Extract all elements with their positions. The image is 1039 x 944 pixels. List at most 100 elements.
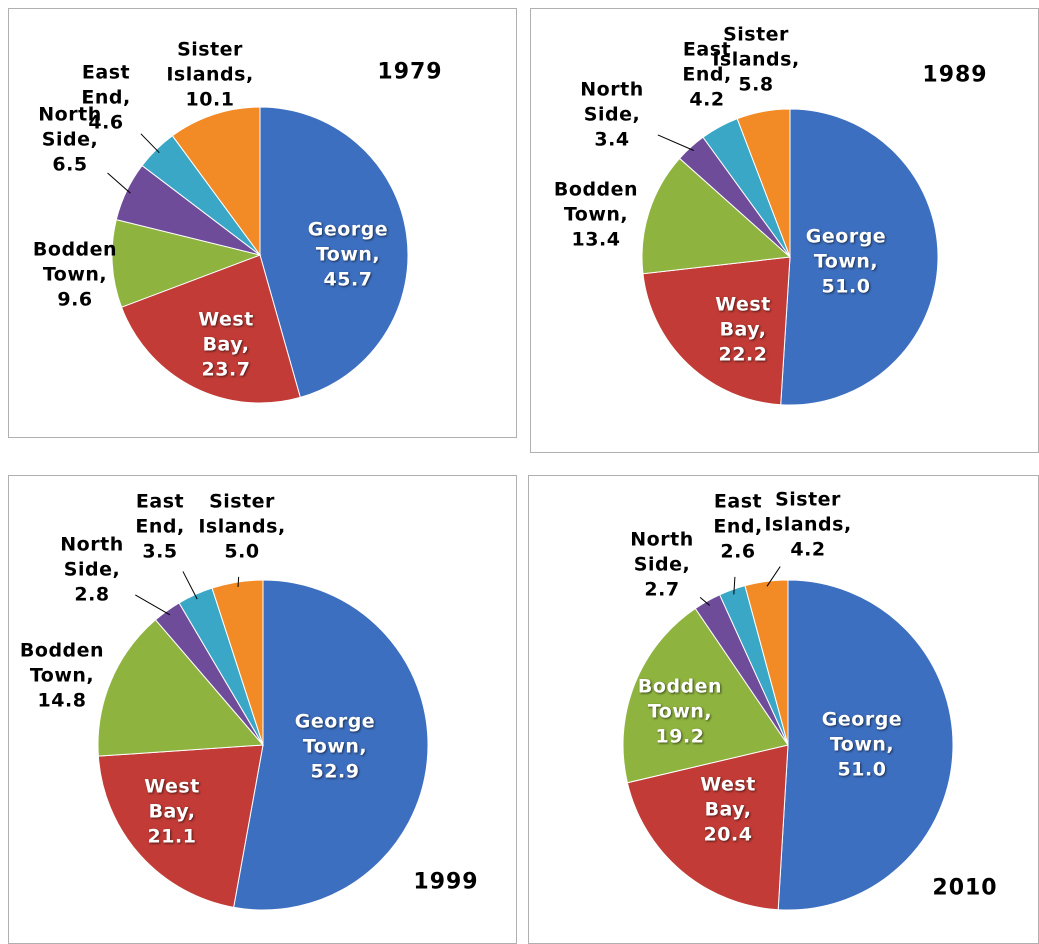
value-label: 4.2: [689, 88, 725, 111]
slice-label: Sister Islands, 4.2: [764, 488, 851, 563]
category-label: West Bay,: [700, 773, 756, 821]
slice-label: East End, 3.5: [135, 490, 184, 565]
category-label: George Town,: [805, 225, 887, 273]
slice-label: West Bay, 21.1: [144, 775, 200, 850]
slice-label: East End, 4.2: [682, 38, 731, 113]
chart-title: 1999: [413, 869, 479, 895]
category-label: North Side,: [60, 533, 124, 581]
pie-slice: [97, 619, 265, 757]
leader-line: [733, 576, 736, 595]
slice-label: North Side, 2.7: [630, 528, 693, 603]
slice-label: Sister Islands, 10.1: [166, 38, 253, 113]
value-label: 5.0: [224, 540, 260, 563]
pie-slice: [736, 108, 791, 258]
category-label: Sister Islands,: [764, 488, 852, 536]
value-label: 3.5: [142, 540, 178, 563]
category-label: Bodden Town,: [19, 639, 105, 687]
pie-slice: [641, 157, 792, 275]
value-label: 2.6: [720, 540, 756, 563]
pie-slice: [642, 256, 791, 406]
category-label: North Side,: [580, 78, 644, 126]
slice-label: West Bay, 22.2: [715, 293, 771, 368]
pie-slice: [111, 219, 262, 308]
slice-label: George Town, 45.7: [308, 218, 388, 293]
leader-line: [135, 594, 171, 616]
pie-slice: [780, 108, 939, 406]
slice-label: George Town, 52.9: [295, 710, 375, 785]
category-label: West Bay,: [715, 293, 771, 341]
value-label: 51.0: [821, 275, 871, 298]
value-label: 51.0: [837, 758, 887, 781]
category-label: George Town,: [294, 710, 376, 758]
leader-line: [107, 172, 131, 194]
leader-line: [237, 576, 240, 587]
slice-label: East End, 2.6: [713, 490, 762, 565]
pie-slice: [744, 579, 789, 746]
value-label: 23.7: [201, 358, 251, 381]
value-label: 19.2: [655, 725, 705, 748]
pie-slice: [777, 579, 954, 911]
value-label: 5.8: [738, 73, 774, 96]
slice-label: George Town, 51.0: [822, 708, 902, 783]
category-label: East End,: [713, 490, 763, 538]
value-label: 10.1: [185, 88, 235, 111]
value-label: 3.4: [594, 128, 630, 151]
panel-border: [8, 8, 517, 438]
pie-slice: [211, 579, 264, 746]
slice-label: George Town, 51.0: [806, 225, 886, 300]
category-label: George Town,: [821, 708, 903, 756]
pie-slice: [97, 744, 264, 908]
category-label: Sister Islands,: [166, 38, 254, 86]
category-label: North Side,: [630, 528, 694, 576]
value-label: 6.5: [52, 153, 88, 176]
pie-slice: [622, 607, 789, 784]
value-label: 2.7: [644, 578, 680, 601]
pie-slice: [626, 744, 789, 911]
slice-label: North Side, 2.8: [60, 533, 123, 608]
chart-title: 2010: [932, 875, 998, 901]
leader-line: [657, 134, 694, 151]
value-label: 22.2: [718, 343, 768, 366]
value-label: 9.6: [57, 288, 93, 311]
chart-title: 1989: [922, 62, 988, 88]
category-label: Sister Islands,: [712, 23, 800, 71]
category-label: East End,: [682, 38, 732, 86]
value-label: 21.1: [147, 825, 197, 848]
value-label: 13.4: [571, 228, 621, 251]
leader-line: [766, 566, 781, 587]
pie-slice: [120, 254, 301, 404]
pie-slice: [171, 106, 261, 257]
slice-label: Bodden Town, 13.4: [554, 178, 638, 253]
pie-slice: [233, 579, 429, 911]
category-label: East End,: [81, 61, 131, 109]
value-label: 4.6: [88, 111, 124, 134]
category-label: Sister Islands,: [198, 490, 286, 538]
value-label: 52.9: [310, 760, 360, 783]
slice-label: Sister Islands, 5.0: [198, 490, 285, 565]
slice-label: East End, 4.6: [81, 61, 130, 136]
value-label: 2.8: [74, 583, 110, 606]
leader-line: [140, 133, 160, 154]
category-label: Bodden Town,: [32, 238, 118, 286]
category-label: North Side,: [38, 103, 102, 151]
category-label: West Bay,: [144, 775, 200, 823]
chart-title: 1979: [377, 59, 443, 85]
category-label: George Town,: [307, 218, 389, 266]
category-label: Bodden Town,: [553, 178, 639, 226]
slice-label: Bodden Town, 19.2: [638, 675, 722, 750]
category-label: East End,: [135, 490, 185, 538]
category-label: West Bay,: [198, 308, 254, 356]
leader-line: [182, 571, 198, 600]
pie-slice: [259, 106, 409, 399]
value-label: 14.8: [37, 689, 87, 712]
slice-label: North Side, 6.5: [38, 103, 101, 178]
slice-label: North Side, 3.4: [580, 78, 643, 153]
slice-label: Sister Islands, 5.8: [712, 23, 799, 98]
slice-label: West Bay, 20.4: [700, 773, 756, 848]
slice-label: Bodden Town, 9.6: [33, 238, 117, 313]
slice-label: West Bay, 23.7: [198, 308, 254, 383]
leader-line: [699, 596, 710, 606]
category-label: Bodden Town,: [637, 675, 723, 723]
